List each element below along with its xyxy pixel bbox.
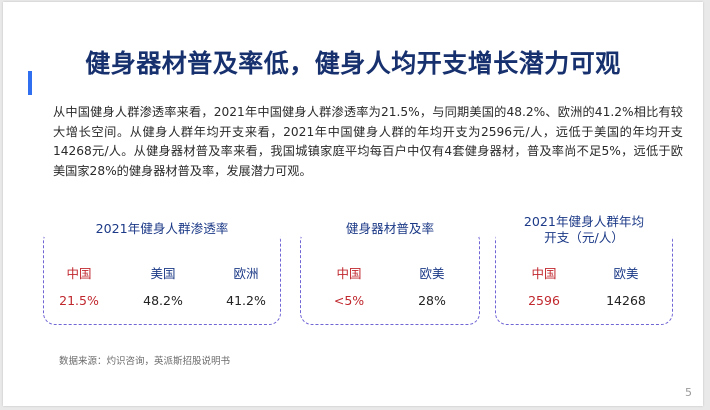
- penetration-rate-title: 2021年健身人群渗透率: [44, 221, 280, 237]
- label-europe: 欧洲: [233, 266, 259, 281]
- page-number: 5: [685, 386, 692, 399]
- value-china-equipment: <5%: [333, 293, 365, 308]
- label-china: 中国: [531, 266, 557, 281]
- equipment-penetration-card: 健身器材普及率 中国 欧美 <5% 28%: [300, 221, 480, 325]
- annual-spending-card: 2021年健身人群年均 开支（元/人） 中国 欧美 2596 14268: [495, 214, 673, 325]
- summary-paragraph: 从中国健身人群渗透率来看，2021年中国健身人群渗透率为21.5%，与同期美国的…: [53, 105, 683, 178]
- title-accent-bar: [28, 71, 32, 95]
- value-europe-america-spending: 14268: [606, 293, 646, 308]
- value-europe-america-equipment: 28%: [418, 293, 446, 308]
- label-china: 中国: [66, 266, 92, 281]
- value-europe-penetration: 41.2%: [226, 293, 266, 308]
- penetration-rate-card: 2021年健身人群渗透率 中国 美国 欧洲 21.5% 48.2% 41.2%: [43, 221, 281, 325]
- data-source-note: 数据来源：灼识咨询，英派斯招股说明书: [59, 356, 231, 367]
- label-china: 中国: [336, 266, 362, 281]
- label-europe-america: 欧美: [419, 266, 445, 281]
- value-usa-penetration: 48.2%: [143, 293, 183, 308]
- value-china-spending: 2596: [528, 293, 560, 308]
- label-europe-america: 欧美: [613, 266, 639, 281]
- slide-title: 健身器材普及率低，健身人均开支增长潜力可观: [85, 49, 621, 78]
- slide: 健身器材普及率低，健身人均开支增长潜力可观 从中国健身人群渗透率来看，2021年…: [3, 2, 703, 406]
- value-china-penetration: 21.5%: [59, 293, 99, 308]
- equipment-penetration-title: 健身器材普及率: [301, 221, 479, 237]
- label-usa: 美国: [150, 266, 176, 281]
- annual-spending-title: 2021年健身人群年均 开支（元/人）: [496, 214, 672, 246]
